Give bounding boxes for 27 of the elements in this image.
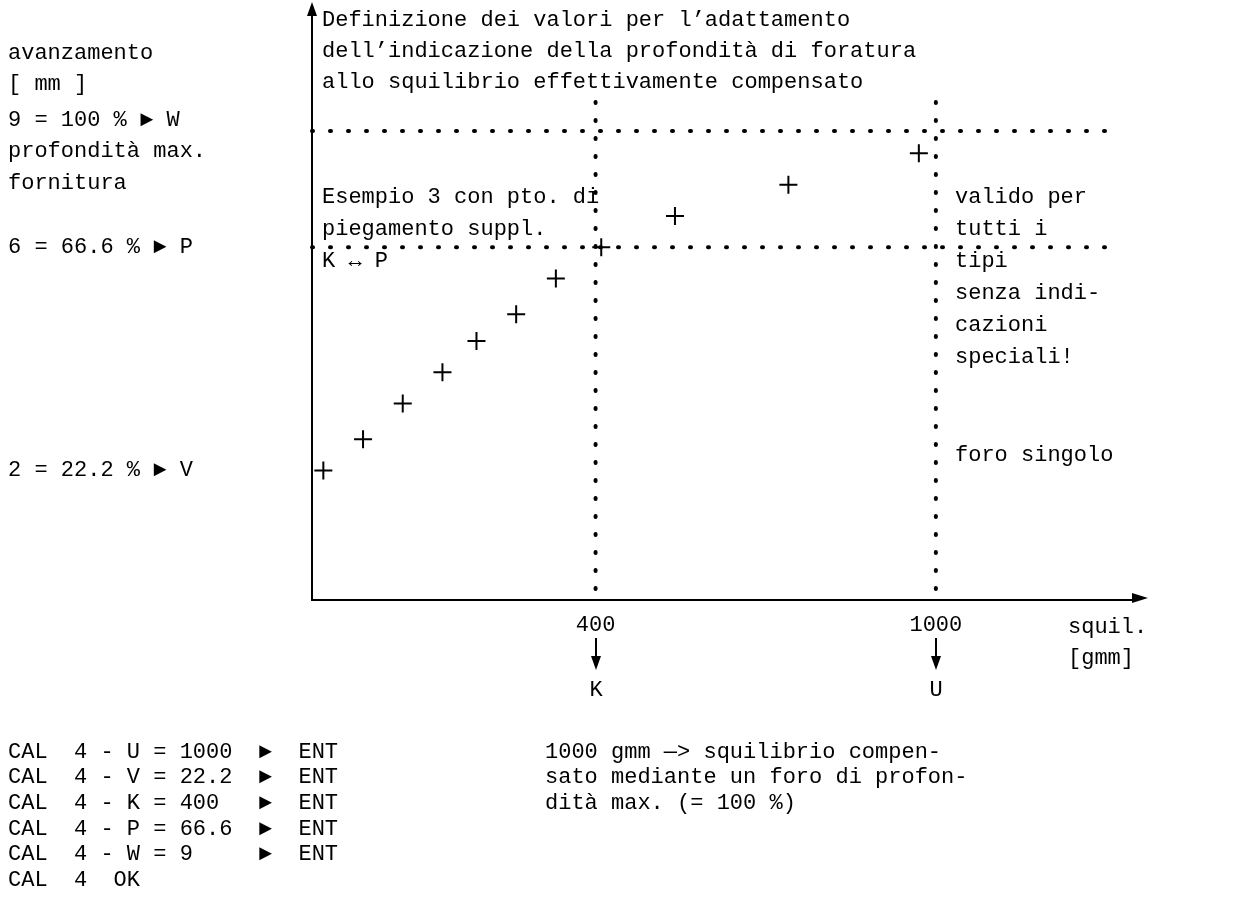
text: 1000 gmm —> squilibrio compen- sato mediante un foro di profon- dità max. (= 100 %) <box>545 739 968 817</box>
point <box>664 205 685 226</box>
point <box>432 362 453 383</box>
point <box>392 393 413 414</box>
text: avanzamento [ mm ] <box>8 40 154 97</box>
annotation: foro singolo <box>955 442 1114 468</box>
x-axis-title: squil. [gmm] <box>1068 614 1148 671</box>
point <box>313 460 334 481</box>
chart-title: Definizione dei valori per l’adattamento dell’indicazione della profondità di foratura allo squilibrio effettivamente compensato <box>322 7 917 95</box>
point <box>778 174 799 195</box>
text: 2 = 22.2 % ► V <box>8 457 194 483</box>
x-tick-label: 400 <box>575 613 616 639</box>
point <box>506 304 527 325</box>
text: 6 = 66.6 % ► P <box>8 234 193 260</box>
point <box>353 429 374 450</box>
point <box>466 330 487 351</box>
point <box>545 268 566 289</box>
annotation: valido per tutti i tipi senza indi- cazioni speciali! <box>955 184 1101 370</box>
text: U <box>929 677 943 703</box>
text: profondità max. fornitura <box>8 138 207 196</box>
text: CAL 4 - U = 1000 ► ENT CAL 4 - V = 22.2 ► ENT CAL 4 - K = 400 ► ENT CAL 4 - P = 66.6 ► ENT CAL 4 - W = 9 ► ENT CAL 4 OK <box>8 739 339 893</box>
x-tick-label: 1000 <box>909 613 963 639</box>
point <box>908 143 929 164</box>
text: K <box>589 677 604 703</box>
text: 9 = 100 % ► W <box>8 107 181 133</box>
annotation: Esempio 3 con pto. di piegamento suppl. K ↔ P <box>322 184 600 274</box>
point <box>591 237 612 258</box>
